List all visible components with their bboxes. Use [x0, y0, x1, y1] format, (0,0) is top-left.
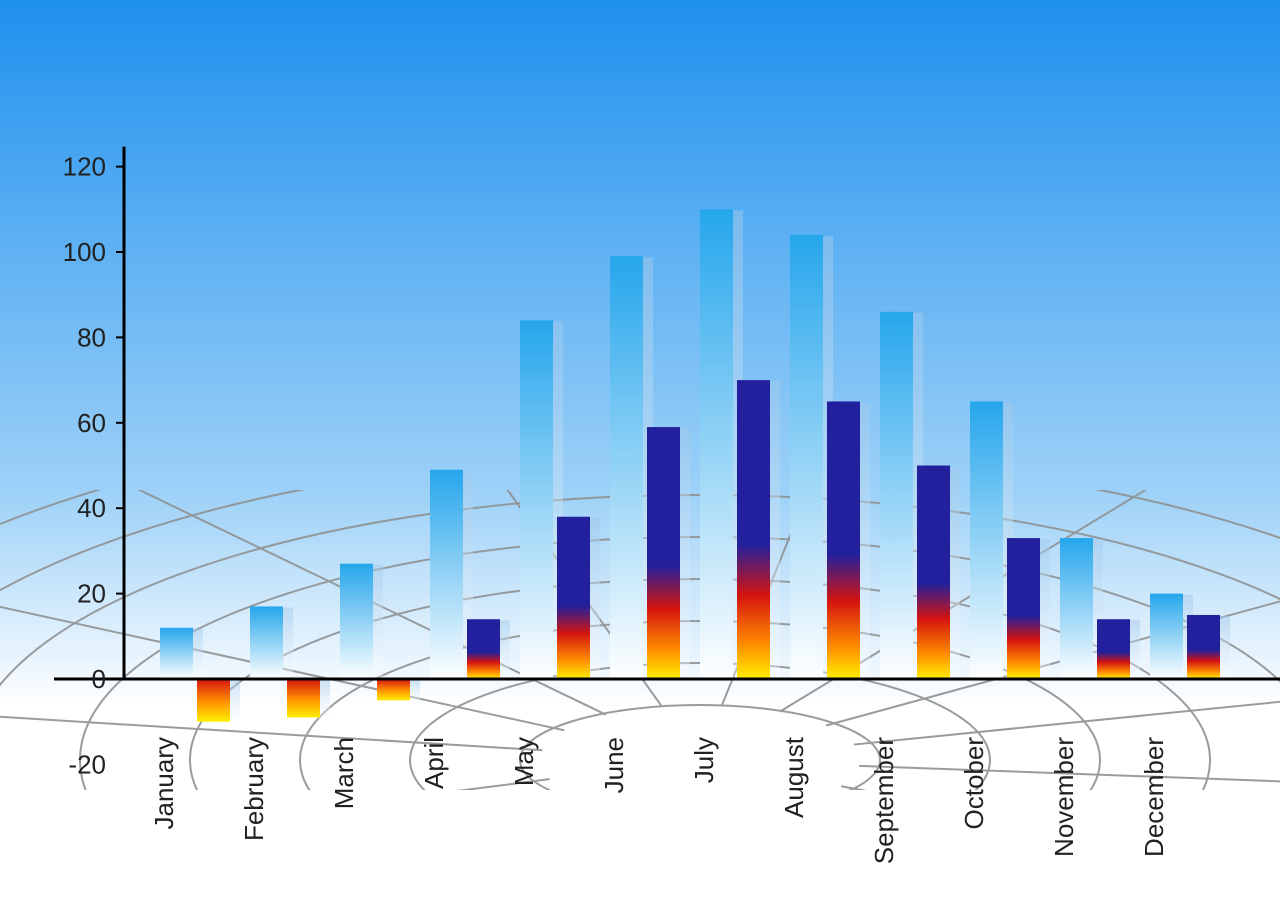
bar-series-b	[917, 466, 950, 680]
bar-series-b	[647, 427, 680, 679]
category-label: July	[689, 737, 719, 783]
category-label: October	[959, 737, 989, 830]
y-tick-label: 60	[77, 408, 106, 438]
bar-series-b	[197, 679, 230, 722]
category-label: March	[329, 737, 359, 809]
y-tick-label: 0	[92, 664, 106, 694]
bar-series-b	[1007, 538, 1040, 679]
y-tick-label: -20	[68, 749, 106, 779]
bar-series-a	[700, 209, 733, 679]
y-tick-label: 40	[77, 493, 106, 523]
bar-series-b	[737, 380, 770, 679]
bar-series-a	[970, 401, 1003, 679]
category-label: April	[419, 737, 449, 789]
bar-series-a	[1150, 594, 1183, 679]
bar-series-a	[790, 235, 823, 679]
chart-svg: -20 0 20 40 60 80 100 120 January February March Ap…	[0, 0, 1280, 905]
y-tick-label: 120	[63, 152, 106, 182]
bar-series-b	[827, 401, 860, 679]
category-label: May	[509, 737, 539, 786]
y-tick-label: 100	[63, 237, 106, 267]
bar-series-b	[467, 619, 500, 679]
bar-series-b	[1097, 619, 1130, 679]
bar-series-a	[160, 628, 193, 679]
category-label: November	[1049, 737, 1079, 857]
category-label: December	[1139, 737, 1169, 857]
bar-series-b	[287, 679, 320, 717]
bar-series-a	[340, 564, 373, 679]
bar-series-b	[557, 517, 590, 679]
bar-series-a	[610, 256, 643, 679]
bar-series-b	[377, 679, 410, 700]
bar-series-a	[1060, 538, 1093, 679]
category-label: September	[869, 737, 899, 865]
bar-series-a	[430, 470, 463, 679]
bar-series-a	[250, 606, 283, 679]
y-tick-label: 80	[77, 322, 106, 352]
bar-series-a	[520, 320, 553, 679]
category-label: January	[149, 737, 179, 830]
monthly-bar-chart: -20 0 20 40 60 80 100 120 January February March Ap…	[0, 0, 1280, 905]
category-label: August	[779, 736, 809, 818]
y-tick-label: 20	[77, 579, 106, 609]
bar-series-a	[880, 312, 913, 679]
category-label: February	[239, 737, 269, 841]
bar-series-b	[1187, 615, 1220, 679]
category-label: June	[599, 737, 629, 793]
